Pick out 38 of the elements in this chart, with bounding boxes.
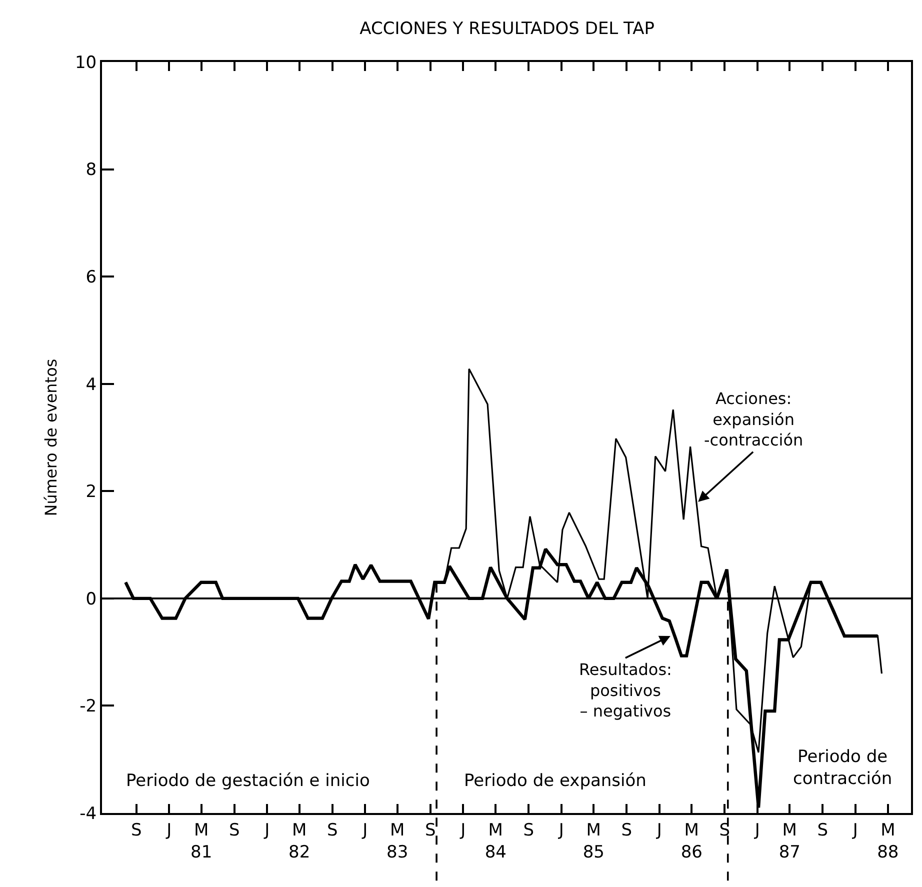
x-tick-label: J (852, 820, 858, 840)
x-tick-label: J (264, 820, 270, 840)
annotation: Acciones: expansión -contracción (704, 389, 804, 450)
annotation: Resultados: positivos – negativos (579, 660, 672, 721)
x-tick-label: M 85 (582, 820, 604, 862)
y-tick-label: -2 (80, 696, 97, 717)
y-tick-label: 0 (86, 589, 97, 610)
annotation: Periodo de expansión (464, 771, 646, 791)
x-tick-label: S (326, 820, 338, 840)
x-tick-label: S (621, 820, 632, 840)
x-tick-label: M 81 (190, 820, 212, 862)
x-tick-label: S (228, 820, 240, 840)
x-tick-label: M 83 (386, 820, 408, 862)
x-tick-label: M 88 (877, 820, 899, 862)
y-tick-label: 8 (86, 160, 97, 180)
y-tick-label: -4 (80, 804, 97, 824)
x-tick-label: J (656, 820, 662, 840)
x-tick-label: M 84 (484, 820, 506, 862)
y-tick-label: 2 (86, 482, 97, 502)
x-tick-label: M 87 (778, 820, 800, 862)
x-tick-label: J (362, 820, 368, 840)
x-tick-label: J (460, 820, 466, 840)
x-tick-label: M 86 (680, 820, 702, 862)
y-axis-title: Número de eventos (41, 358, 60, 516)
x-tick-label: S (424, 820, 436, 840)
annotation: Periodo de gestación e inicio (126, 771, 370, 791)
y-tick-label: 10 (74, 52, 97, 73)
annotation: Periodo de contracción (793, 747, 892, 790)
chart-title: ACCIONES Y RESULTADOS DEL TAP (360, 19, 655, 40)
x-tick-label: J (754, 820, 760, 840)
x-tick-label: S (130, 820, 142, 840)
y-tick-label: 6 (86, 268, 97, 288)
x-tick-label: J (558, 820, 564, 840)
x-tick-label: J (166, 820, 172, 840)
x-tick-label: S (817, 820, 828, 840)
y-tick-label: 4 (86, 374, 97, 395)
x-tick-label: S (523, 820, 534, 840)
x-tick-label: M 82 (288, 820, 310, 862)
